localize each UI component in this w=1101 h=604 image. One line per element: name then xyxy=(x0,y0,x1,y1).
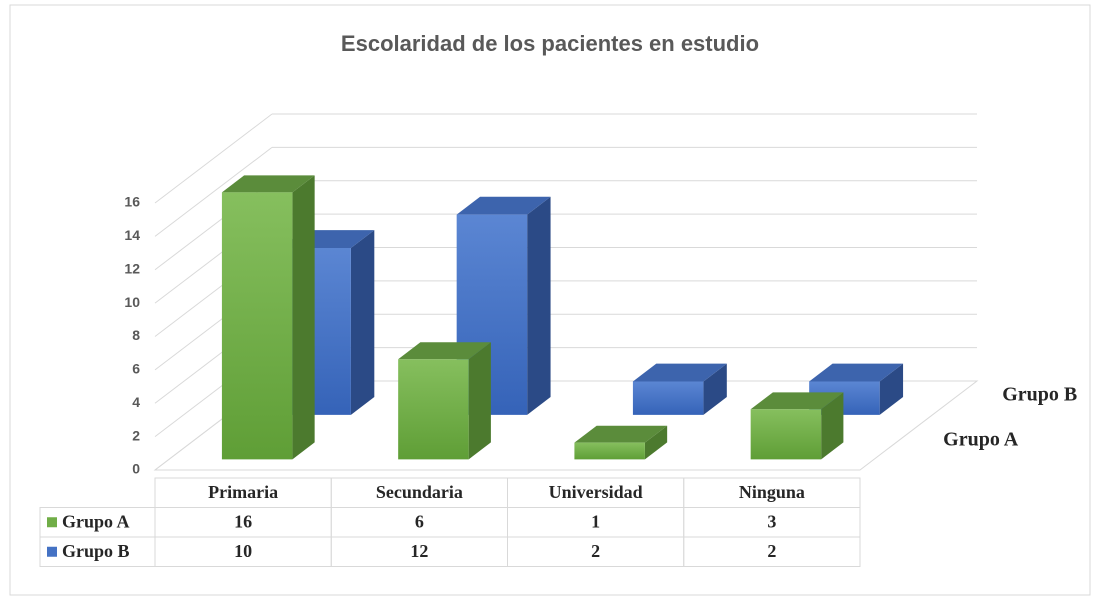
depth-label: Grupo A xyxy=(943,428,1019,450)
y-tick-label: 2 xyxy=(132,427,140,443)
bar-side xyxy=(350,230,375,415)
bar xyxy=(632,381,704,415)
bar-side xyxy=(703,363,727,415)
x-tick-label: Universidad xyxy=(549,482,643,502)
bar-side xyxy=(292,175,315,460)
bar-top xyxy=(398,342,491,360)
bar xyxy=(574,442,645,460)
bar-top xyxy=(456,196,551,215)
bar-top xyxy=(574,425,668,443)
y-tick-label: 16 xyxy=(124,194,140,210)
bar-side xyxy=(821,392,844,460)
bar-top xyxy=(750,392,844,410)
table-value: 6 xyxy=(415,511,424,531)
legend-swatch xyxy=(47,546,57,557)
grid-line xyxy=(154,113,273,204)
x-tick-label: Ninguna xyxy=(739,482,805,502)
table-value: 3 xyxy=(767,511,776,531)
bar xyxy=(221,192,293,460)
bar xyxy=(398,359,469,460)
bar-side xyxy=(527,196,551,415)
y-tick-label: 6 xyxy=(132,361,140,377)
bar xyxy=(750,409,822,460)
table-value: 10 xyxy=(234,541,252,561)
chart-title: Escolaridad de los pacientes en estudio xyxy=(341,31,759,56)
bar-side xyxy=(879,363,904,415)
y-tick-label: 4 xyxy=(132,394,140,410)
y-tick-label: 0 xyxy=(132,461,140,477)
legend-label: Grupo A xyxy=(62,511,130,531)
bar-top xyxy=(809,363,904,382)
table-value: 2 xyxy=(767,541,776,561)
y-tick-label: 12 xyxy=(124,260,140,276)
legend-swatch xyxy=(47,517,57,528)
legend-label: Grupo B xyxy=(62,541,130,561)
bar-side xyxy=(468,342,491,460)
table-value: 12 xyxy=(410,541,428,561)
bar-side xyxy=(644,425,668,460)
x-tick-label: Primaria xyxy=(208,482,278,502)
table-value: 16 xyxy=(234,511,252,531)
bar-top xyxy=(221,175,315,193)
table-cell xyxy=(683,536,861,567)
x-tick-label: Secundaria xyxy=(376,482,463,502)
y-tick-label: 14 xyxy=(124,227,140,243)
table-value: 2 xyxy=(591,541,600,561)
table-value: 1 xyxy=(591,511,600,531)
y-tick-label: 10 xyxy=(124,294,140,310)
y-tick-label: 8 xyxy=(132,327,140,343)
bar-top xyxy=(632,363,727,382)
depth-label: Grupo B xyxy=(1002,384,1077,406)
grid-line xyxy=(154,146,273,237)
